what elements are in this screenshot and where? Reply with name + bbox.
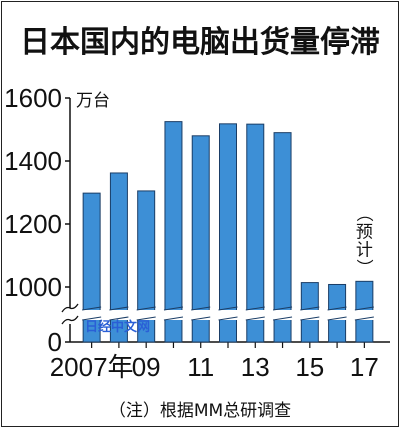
y-tick-label: 1400 [4,146,62,176]
x-tick-label: 17 [350,352,379,382]
bars [82,121,374,343]
forecast-label-char: 预 [356,222,373,242]
bar-break-line-bottom [163,316,184,321]
bar-break-line-bottom [327,316,347,321]
bar-break-line-top [218,306,238,311]
bar-break-line-top [82,306,102,311]
bar-break-line-bottom [109,316,129,321]
bar-break-gap [354,310,374,320]
x-tick-label: 13 [241,352,270,382]
forecast-label-char: 计 [356,240,373,260]
x-tick-label: 2007年 [50,352,134,382]
bar [273,132,292,343]
bar-break-gap [191,310,211,320]
axis-break-mark-bottom [61,315,79,325]
chart-title: 日本国内的电脑出货量停滞 [20,25,380,60]
bar-break-gap [109,310,129,320]
bar-break-line-bottom [272,316,293,321]
bar-break-line-top [300,306,320,311]
source-note: （注）根据MM总研调查 [109,401,291,421]
axis-break-mark-top [61,303,79,313]
y-unit-label: 万台 [76,91,110,111]
bar-break-gap [136,310,156,320]
y-tick-label: 1600 [4,83,62,113]
forecast-label-char: ） [353,259,373,276]
bar-break-gap [218,310,238,320]
bar-break-line-top [136,306,156,311]
bar-break-line-top [272,306,293,311]
bar [82,192,101,343]
bar-break-line-top [163,306,184,311]
bar [109,172,128,343]
bar [219,123,237,343]
bar [164,121,183,343]
bar-break-line-bottom [191,316,211,321]
bar-break-gap [300,310,320,320]
x-tick-label: 11 [187,352,214,382]
bar-break-gap [82,310,102,320]
bar-break-gap [327,310,347,320]
bar-break-line-top [245,306,265,311]
bar-break-line-bottom [354,316,374,321]
watermark: 日经中文网 [85,319,150,335]
x-tick-label: 09 [132,352,161,382]
bar-break-line-top [191,306,211,311]
bar-break-line-top [109,306,129,311]
bar [246,123,265,343]
bar-break-line-bottom [218,316,238,321]
bar-break-gap [273,310,293,320]
x-tick-label: 15 [295,352,324,382]
bar-break-line-bottom [245,316,265,321]
y-tick-label: 0 [48,327,62,357]
bar-break-line-bottom [136,316,156,321]
bar [191,135,210,343]
bar-break-line-bottom [82,316,102,321]
bar-break-line-top [327,306,347,311]
y-tick-label: 1200 [4,209,62,239]
y-tick-label: 1000 [4,272,62,302]
bar [137,190,156,343]
bar-break-line-bottom [300,316,320,321]
bar-break-line-top [354,306,374,311]
bar-break-gap [163,310,183,320]
bar-break-gap [245,310,265,320]
forecast-label-char: （ [353,205,373,222]
